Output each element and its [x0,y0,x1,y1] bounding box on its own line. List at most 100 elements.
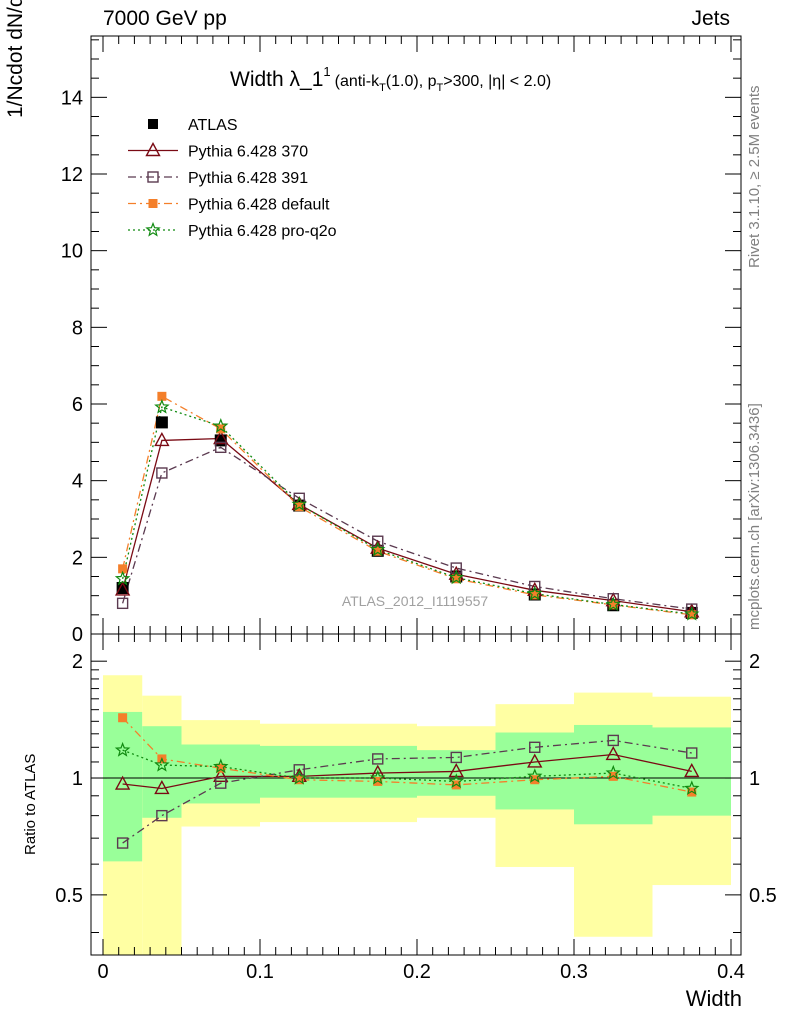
ratio-ytick-label-right: 0.5 [749,885,777,907]
main-point-4-7 [605,596,621,612]
ratio-ytick-label-left: 2 [72,651,83,673]
main-point-4-0 [114,570,131,586]
main-point-2-2 [215,441,227,454]
ratio-point-2-8 [687,787,697,797]
legend: ATLAS Pythia 6.428 370 Pythia 6.428 391 Pyt… [128,117,337,240]
ratio-point-3-0 [114,741,131,757]
legend-marker-4 [145,221,161,237]
ratio-point-3-8 [684,780,700,796]
ratio-point-3-6 [527,768,543,783]
legend-marker-1 [145,142,161,157]
main-line-1 [121,437,692,613]
ratio-line-1 [122,739,692,844]
legend-label-0: ATLAS [188,117,238,134]
ratio-point-0-2 [213,767,229,783]
main-line-4 [121,406,692,615]
ratio-line-3 [122,749,692,790]
ratio-plot-frame [90,633,742,956]
main-point-2-4 [372,535,384,547]
main-ytick-label: 4 [72,471,83,493]
main-point-4-3 [291,496,307,512]
legend-label-4: Pythia 6.428 pro-q2o [188,223,337,240]
ratio-point-3-3 [291,769,307,785]
main-point-3-7 [608,600,618,610]
main-point-4-8 [684,605,700,621]
series-markers [114,391,700,849]
main-ytick-label: 10 [61,241,83,263]
ratio-ytick-label-right: 2 [749,651,760,673]
ratio-point-0-1 [154,779,170,795]
legend-label-1: Pythia 6.428 370 [188,144,308,161]
main-point-1-0 [114,581,131,596]
ratio-point-1-8 [686,747,698,759]
xtick-label: 0.1 [246,961,274,983]
xtick-label: 0.4 [717,961,745,983]
header-energy: 7000 GeV pp [103,7,227,30]
main-point-0-1 [155,416,168,429]
ratio-point-3-2 [213,758,229,774]
ratio-point-1-2 [215,777,227,789]
ratio-point-0-7 [605,746,621,761]
main-point-4-1 [154,398,170,414]
ratio-ytick-label-right: 1 [749,768,760,790]
ratio-ytick-label-left: 1 [72,768,83,790]
legend-marker-3 [148,199,158,208]
main-ytick-label: 6 [72,394,83,416]
xtick-label: 0 [97,961,108,983]
header-process: Jets [691,7,730,30]
ratio-point-0-0 [114,775,131,790]
ratio-point-1-1 [156,809,168,822]
main-point-0-0 [116,582,129,594]
main-point-3-0 [118,564,128,574]
ratio-point-2-3 [294,775,304,785]
ratio-point-2-2 [216,763,226,773]
main-point-2-1 [156,467,168,479]
main-point-2-0 [116,597,129,610]
main-point-4-5 [448,569,464,585]
x-axis-label: Width [685,986,742,1011]
main-ytick-label: 8 [72,317,83,339]
legend-label-2: Pythia 6.428 391 [188,170,308,187]
main-point-3-6 [530,590,540,600]
xtick-label: 0.2 [403,961,431,983]
main-ytick-label: 12 [61,164,83,186]
ratio-point-3-5 [448,773,464,789]
analysis-watermark: ATLAS_2012_I1119557 [342,593,489,609]
ratio-point-0-8 [684,762,700,778]
main-line-3 [121,395,692,616]
legend-marker-2 [147,171,159,183]
main-point-3-8 [687,610,697,620]
green-band-bin-2 [181,744,260,804]
ratio-point-1-6 [529,741,541,753]
legend-label-3: Pythia 6.428 default [188,197,330,214]
chart-title: Width λ_11(anti-kT(1.0), pT>300, |η| < 2… [230,64,551,94]
ratio-ytick-label-left: 0.5 [55,885,83,907]
ratio-point-2-0 [118,713,128,723]
ratio-uncertainty-bands [91,675,741,955]
ratio-point-3-4 [370,769,386,785]
ratio-point-3-7 [605,764,621,780]
green-band-bin-0 [103,711,143,862]
green-band-bin-8 [652,727,731,816]
main-point-1-2 [213,430,229,445]
ratio-point-1-3 [293,764,305,776]
series-lines [121,395,692,844]
main-point-1-1 [154,431,170,447]
main-line-2 [122,446,692,610]
plot-frames [90,35,742,956]
ratio-point-1-4 [372,753,384,765]
main-ytick-label: 0 [72,624,83,646]
xtick-label: 0.3 [560,961,588,983]
main-point-2-5 [450,562,462,574]
ratio-point-1-7 [607,734,619,747]
main-ytick-label: 14 [61,87,83,109]
green-band-bin-1 [142,726,182,818]
main-point-4-2 [213,418,229,433]
main-point-4-4 [370,541,386,557]
main-point-3-1 [157,391,167,401]
main-point-4-6 [527,585,543,601]
main-point-3-4 [373,546,383,556]
main-point-3-5 [451,574,461,584]
ratio-point-0-6 [527,753,543,768]
